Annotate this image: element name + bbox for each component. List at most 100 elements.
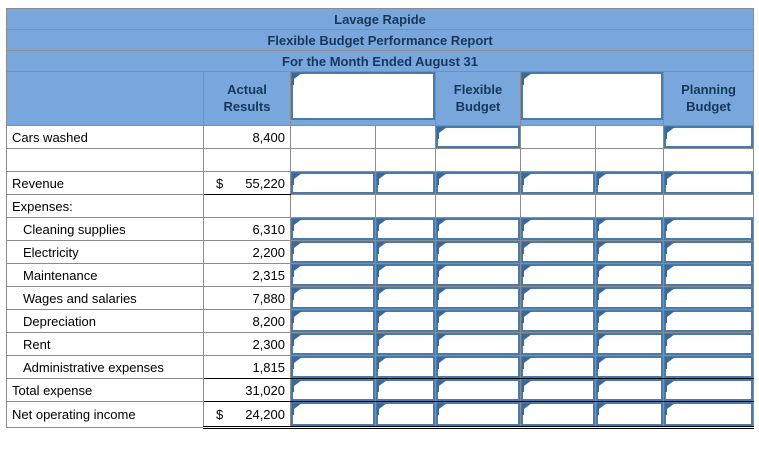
answer-input[interactable]	[596, 172, 663, 194]
answer-flag-icon	[377, 219, 388, 232]
actual-results-cell: 2,300	[203, 332, 291, 356]
answer-input[interactable]	[436, 241, 520, 263]
actual-results-cell: $55,220	[203, 171, 291, 195]
answer-input[interactable]	[664, 310, 753, 332]
answer-input[interactable]	[521, 264, 595, 286]
row-label: Net operating income	[6, 401, 204, 428]
answer-input[interactable]	[376, 218, 435, 240]
answer-input[interactable]	[664, 264, 753, 286]
grid-cell	[662, 148, 755, 172]
answer-input[interactable]	[291, 379, 375, 401]
input-cell	[520, 217, 596, 241]
answer-input[interactable]	[664, 287, 753, 309]
grid-cell	[435, 148, 521, 172]
answer-input[interactable]	[376, 333, 435, 355]
answer-input[interactable]	[521, 356, 595, 378]
answer-input[interactable]	[664, 402, 753, 425]
table-row: Depreciation 8,200	[6, 309, 755, 333]
answer-input[interactable]	[596, 287, 663, 309]
answer-input[interactable]	[291, 264, 375, 286]
answer-flag-icon	[522, 73, 533, 86]
answer-input[interactable]	[521, 241, 595, 263]
answer-input[interactable]	[436, 218, 520, 240]
answer-flag-icon	[597, 357, 608, 370]
answer-input[interactable]	[376, 264, 435, 286]
answer-flag-icon	[437, 265, 448, 278]
answer-input[interactable]	[376, 241, 435, 263]
answer-flag-icon	[597, 242, 608, 255]
answer-input[interactable]	[521, 218, 595, 240]
input-cell	[290, 378, 376, 402]
grid-cell	[595, 148, 664, 172]
answer-input[interactable]	[376, 172, 435, 194]
answer-input[interactable]	[521, 333, 595, 355]
header-answer-input[interactable]	[521, 72, 663, 120]
header-answer-input[interactable]	[291, 72, 435, 120]
answer-flag-icon	[292, 311, 303, 324]
actual-value: 2,300	[252, 336, 285, 352]
answer-input[interactable]	[291, 333, 375, 355]
answer-input[interactable]	[521, 287, 595, 309]
answer-input[interactable]	[436, 310, 520, 332]
answer-input[interactable]	[291, 310, 375, 332]
answer-input[interactable]	[596, 379, 663, 401]
answer-input[interactable]	[436, 333, 520, 355]
answer-input[interactable]	[596, 264, 663, 286]
input-cell	[520, 309, 596, 333]
answer-input[interactable]	[664, 379, 753, 401]
answer-input[interactable]	[291, 241, 375, 263]
answer-input[interactable]	[291, 402, 375, 425]
answer-flag-icon	[292, 73, 303, 86]
answer-input[interactable]	[436, 356, 520, 378]
answer-input[interactable]	[521, 379, 595, 401]
answer-input[interactable]	[376, 310, 435, 332]
input-cell	[290, 286, 376, 310]
answer-flag-icon	[597, 380, 608, 393]
answer-flag-icon	[522, 242, 533, 255]
answer-input[interactable]	[436, 172, 520, 194]
answer-input[interactable]	[291, 356, 375, 378]
input-cell	[375, 332, 436, 356]
answer-flag-icon	[377, 357, 388, 370]
table-row: Cleaning supplies 6,310	[6, 217, 755, 241]
answer-input[interactable]	[436, 379, 520, 401]
answer-input[interactable]	[436, 402, 520, 425]
answer-input[interactable]	[596, 333, 663, 355]
answer-input[interactable]	[596, 218, 663, 240]
answer-input[interactable]	[291, 218, 375, 240]
row-label: Cleaning supplies	[6, 217, 204, 241]
answer-input[interactable]	[664, 218, 753, 240]
answer-input[interactable]	[376, 287, 435, 309]
answer-input[interactable]	[596, 310, 663, 332]
answer-input[interactable]	[664, 356, 753, 378]
answer-input[interactable]	[436, 287, 520, 309]
answer-input[interactable]	[436, 264, 520, 286]
answer-flag-icon	[597, 288, 608, 301]
answer-input[interactable]	[521, 172, 595, 194]
answer-flag-icon	[292, 403, 303, 416]
answer-input[interactable]	[436, 126, 520, 148]
actual-results-cell	[203, 194, 291, 218]
answer-input[interactable]	[664, 126, 753, 148]
answer-input[interactable]	[291, 287, 375, 309]
answer-input[interactable]	[376, 356, 435, 378]
answer-input[interactable]	[596, 241, 663, 263]
answer-flag-icon	[665, 288, 676, 301]
answer-input[interactable]	[291, 172, 375, 194]
answer-flag-icon	[377, 311, 388, 324]
answer-input[interactable]	[596, 402, 663, 425]
input-cell	[520, 286, 596, 310]
answer-input[interactable]	[521, 402, 595, 425]
answer-input[interactable]	[664, 172, 753, 194]
grid-cell	[520, 125, 596, 149]
answer-input[interactable]	[596, 356, 663, 378]
answer-flag-icon	[665, 265, 676, 278]
answer-input[interactable]	[376, 379, 435, 401]
input-cell	[520, 401, 596, 429]
answer-input[interactable]	[664, 333, 753, 355]
answer-input[interactable]	[376, 402, 435, 425]
answer-flag-icon	[377, 334, 388, 347]
table-row: Expenses:	[6, 194, 755, 218]
answer-input[interactable]	[664, 241, 753, 263]
answer-input[interactable]	[521, 310, 595, 332]
